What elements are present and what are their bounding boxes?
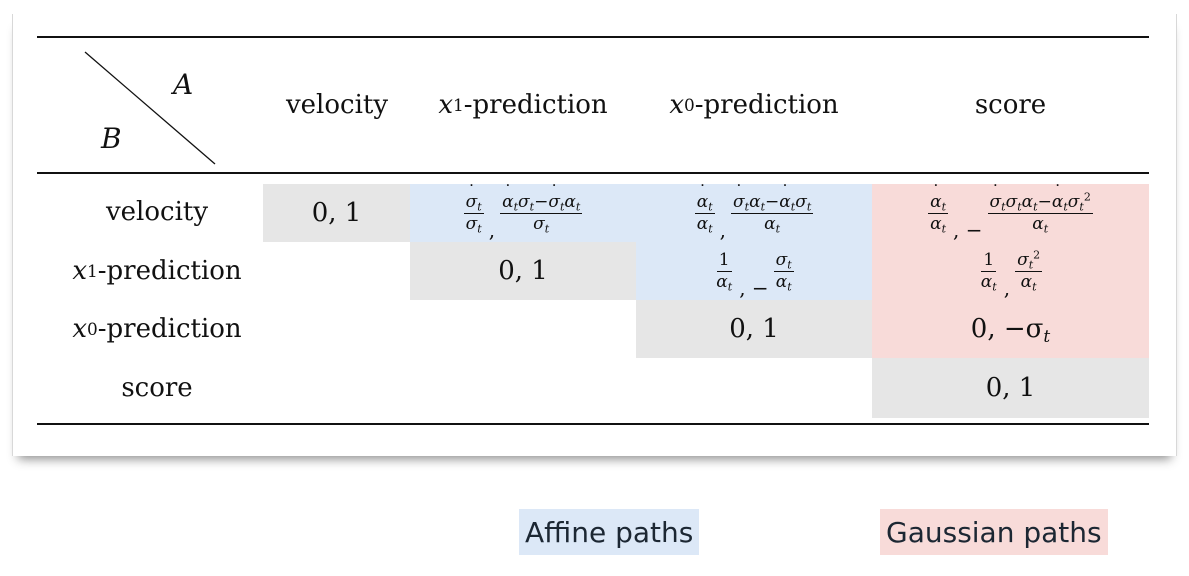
- cell-score-score: 0, 1: [872, 358, 1149, 418]
- row-label-x1-prediction: x 1 -prediction: [72, 256, 242, 286]
- cell-x0-prediction-x0-prediction: 0, 1: [636, 300, 872, 358]
- corner-label-a: A: [173, 68, 194, 101]
- legend-affine-paths: Affine paths: [519, 509, 700, 555]
- cell-x0-prediction-score: 0, −σt: [872, 300, 1149, 358]
- formula-fraction: 1 αt: [980, 249, 997, 293]
- formula-fraction: 1 αt: [716, 249, 733, 293]
- formula-fraction: σt2 αt: [1015, 248, 1043, 293]
- cell-x1-prediction-score: 1 αt , σt2 αt: [872, 242, 1149, 300]
- header-rule: [37, 172, 1149, 174]
- bottom-rule: [37, 423, 1149, 425]
- cell-x1-prediction-x1-prediction: 0, 1: [410, 242, 636, 300]
- row-label-x0-prediction: x 0 -prediction: [72, 314, 242, 344]
- corner-diagonal-line: [84, 51, 216, 165]
- col-header-velocity: velocity: [285, 90, 389, 120]
- top-rule: [37, 36, 1149, 38]
- formula-fraction: σtσt: [463, 184, 484, 234]
- table-card: A B velocity x 1 -prediction x 0 -prediction…: [12, 14, 1177, 456]
- col-header-x1-prediction: x 1 -prediction: [438, 90, 608, 120]
- corner-label-b: B: [101, 122, 122, 155]
- cell-x1-prediction-x0-prediction: 1 αt , − σt αt: [636, 242, 872, 300]
- col-header-x0-prediction: x 0 -prediction: [669, 90, 839, 120]
- legend-gaussian-paths: Gaussian paths: [880, 509, 1108, 555]
- cell-velocity-velocity: 0, 1: [263, 184, 410, 242]
- row-label-score: score: [121, 373, 193, 403]
- formula-fraction: σt αt: [773, 249, 794, 293]
- row-label-velocity: velocity: [105, 197, 209, 227]
- col-header-score: score: [974, 90, 1047, 120]
